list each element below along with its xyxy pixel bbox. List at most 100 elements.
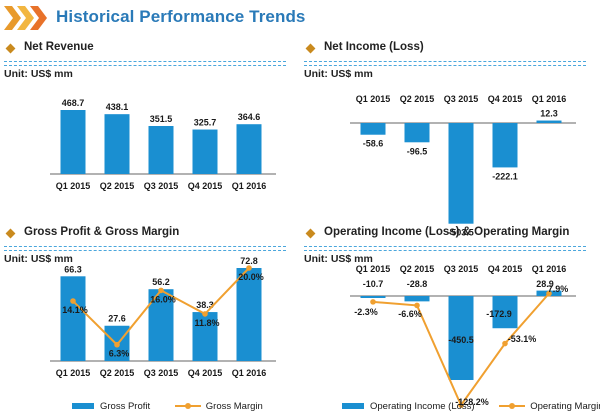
margin-label: 6.3% [109,349,130,359]
margin-label: 14.1% [62,305,88,315]
data-label: 364.6 [238,112,261,122]
panel-header: Gross Profit & Gross Margin [4,225,290,245]
net-income-chart: Q1 2015 Q2 2015 Q3 2015 Q4 2015 Q1 2016 -58.6… [350,94,576,238]
x-tick-label: Q2 2015 [400,264,435,274]
margin-label: 11.8% [194,318,219,328]
legend-item-operating-margin: Operating Margin [499,401,600,412]
line-swatch-icon [499,402,526,410]
bar [236,268,262,361]
margin-point [502,340,508,347]
margin-point [414,302,420,309]
data-label: -10.7 [363,279,384,289]
legend-item-operating-income: Operating Income (Loss) [342,401,475,412]
x-tick-label: Q1 2016 [532,264,567,274]
panel-title: Net Revenue [24,41,94,53]
bar [236,124,262,174]
unit-label: Unit: US$ mm [304,253,373,265]
legend-item-gross-profit: Gross Profit [72,401,150,412]
bar [536,120,562,123]
bar [148,126,174,174]
x-tick-label: Q4 2015 [188,368,223,378]
data-label: -222.1 [492,171,518,181]
operating-income-chart: Q1 2015 Q2 2015 Q3 2015 Q4 2015 Q1 2016 -10.7… [350,264,576,408]
dashed-divider [4,246,286,251]
x-tick-label: Q3 2015 [144,181,179,191]
legend-label: Operating Income (Loss) [370,401,475,412]
margin-point [202,311,208,317]
bar [448,123,474,224]
x-tick-label: Q3 2015 [444,264,479,274]
x-tick-label: Q4 2015 [488,264,523,274]
gross-legend: Gross Profit Gross Margin [72,401,285,412]
margin-label: -53.1% [508,334,537,344]
margin-label: 16.0% [150,294,176,304]
panel-title: Operating Income (Loss) & Operating Marg… [324,226,570,238]
x-tick-label: Q3 2015 [444,94,479,104]
margin-point [158,287,164,294]
x-tick-label: Q4 2015 [488,94,523,104]
bar [192,129,218,174]
page-header: Historical Performance Trends [0,0,600,36]
data-label: 27.6 [108,314,126,324]
dashed-divider [4,61,286,66]
data-label: -28.8 [407,279,428,289]
bar [360,123,386,135]
bar [360,296,386,298]
data-label: 325.7 [194,118,217,128]
legend-item-gross-margin: Gross Margin [174,401,263,412]
gross-profit-chart: 66.3 Q1 2015 27.6 Q2 2015 56.2 Q3 2015 38.3 Q4 … [50,256,276,378]
page-title: Historical Performance Trends [56,7,306,26]
legend-label: Operating Margin [530,401,600,412]
x-tick-label: Q1 2016 [232,368,267,378]
gross-profit-panel: Gross Profit & Gross Margin Unit: US$ mm… [0,225,290,412]
bar [448,296,474,380]
data-label: 28.9 [536,279,554,289]
bar [492,123,518,168]
margin-point [546,290,552,297]
bar [192,312,218,361]
operating-income-panel: Operating Income (Loss) & Operating Marg… [300,225,600,412]
x-tick-label: Q4 2015 [188,181,223,191]
data-label: 12.3 [540,109,558,119]
data-label: 72.8 [240,256,258,266]
panel-header: Net Revenue [4,40,290,60]
line-swatch-icon [174,402,201,410]
x-tick-label: Q2 2015 [400,94,435,104]
unit-label: Unit: US$ mm [4,68,73,80]
bar [492,296,518,329]
panel-header: Net Income (Loss) [304,40,590,60]
bar [60,110,86,174]
margin-label: -128.2% [455,397,489,407]
data-label: 468.7 [62,98,85,108]
margin-point [458,402,464,408]
operating-legend: Operating Income (Loss) Operating Margin [342,401,600,412]
margin-label: -6.6% [398,309,422,319]
dashed-divider [304,61,586,66]
unit-label: Unit: US$ mm [4,253,73,265]
data-label: -503.5 [448,228,474,238]
margin-label: -2.3% [354,307,378,317]
data-label: 351.5 [150,114,173,124]
panel-header: Operating Income (Loss) & Operating Marg… [304,225,590,245]
x-tick-label: Q1 2015 [356,94,391,104]
margin-point [70,298,76,304]
data-label: 66.3 [64,264,82,274]
unit-label: Unit: US$ mm [304,68,373,80]
panel-title: Gross Profit & Gross Margin [24,226,180,238]
chevron-logo-icon [4,6,47,30]
margin-label: 20.0% [238,272,264,282]
x-tick-label: Q3 2015 [144,368,179,378]
data-label: -172.9 [486,309,512,319]
data-label: -58.6 [363,139,384,149]
x-tick-label: Q1 2016 [232,181,267,191]
bar-swatch-icon [342,403,364,410]
data-label: 56.2 [152,277,170,287]
x-tick-label: Q1 2015 [356,264,391,274]
data-label: -450.5 [448,335,474,345]
x-tick-label: Q1 2015 [56,181,91,191]
x-tick-label: Q1 2015 [56,368,91,378]
data-label: -96.5 [407,146,428,156]
panel-title: Net Income (Loss) [324,41,424,53]
bar [404,296,430,302]
net-revenue-chart: 468.7 Q1 2015 438.1 Q2 2015 351.5 Q3 2015 325.… [50,98,276,191]
